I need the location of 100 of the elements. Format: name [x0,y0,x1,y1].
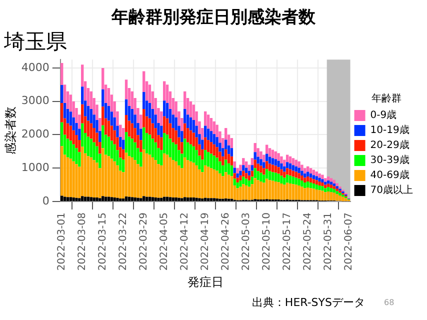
bar [230,165,234,176]
bar [265,154,268,162]
bar [210,154,213,168]
bar [178,198,180,201]
text: 68 [384,298,394,308]
bar [283,178,286,185]
bar [300,164,304,171]
bar [306,166,310,172]
bar [318,181,321,186]
bar [271,150,274,158]
bar [69,126,72,141]
bar [260,151,262,160]
bar [326,176,330,180]
bar [262,182,266,200]
legend-label: 70歳以上 [370,184,414,196]
legend-title: 年齢群 [372,92,402,105]
bar [212,134,216,144]
bar [192,146,195,163]
bar [130,197,134,201]
bar [283,166,286,172]
bar [336,194,338,201]
bar [304,182,306,188]
bar [254,152,256,160]
y-tick-label: 1000 [21,160,50,174]
bar [186,142,190,160]
bar [300,170,304,176]
bar [298,161,300,168]
bar [122,149,125,160]
bar [130,157,134,198]
bar [239,175,242,180]
bar [248,180,251,187]
bar [300,175,304,180]
bar [60,146,64,196]
bar [262,162,266,168]
bar [277,182,280,200]
x-tick-label: 2022-04-19 [200,212,211,271]
bar [130,123,134,139]
bar [254,178,256,200]
bar [107,156,110,197]
bar [189,161,192,198]
bar [134,160,136,198]
bar [309,168,312,174]
bar [189,144,192,162]
x-tick-label: 2022-05-17 [282,212,293,271]
bar [312,175,316,180]
bar [332,189,336,193]
bar [294,166,298,172]
bar [274,172,277,182]
x-tick-label: 2022-05-10 [261,212,272,271]
bar [189,117,192,130]
bar [192,162,195,198]
bar [239,186,242,200]
bar [122,128,125,140]
bar [192,132,195,146]
bar [239,170,242,176]
bar [283,184,286,200]
bar [288,176,292,184]
bar [306,181,310,188]
bar [166,154,169,197]
source-note: 出典：HER-SYSデータ [252,296,365,309]
bar [140,198,142,201]
bar [151,138,154,158]
bar [318,178,321,182]
bar [256,180,260,200]
bar [210,118,213,132]
bar [210,142,213,154]
bar [315,171,318,176]
bar [140,152,142,167]
bar [321,190,324,200]
bar [201,198,204,201]
bar [110,158,113,198]
bar [212,144,216,156]
bar [224,198,228,201]
bar [222,176,224,199]
bar [204,126,207,138]
x-tick-label: 2022-03-15 [97,212,108,271]
bar [306,172,310,176]
bar [271,172,274,181]
bar [298,168,300,174]
bar [160,126,163,138]
bar [288,183,292,200]
bar [113,161,116,198]
bar [66,157,70,198]
bar [268,171,272,180]
bar [274,166,277,173]
bar [321,174,324,180]
bar [78,152,81,167]
bar [268,156,272,164]
bar [183,157,186,198]
x-tick-label: 2022-03-29 [138,212,150,271]
bar [189,197,192,201]
bar [218,173,222,199]
bar [160,137,163,150]
bar [189,101,192,118]
bar [72,197,75,201]
bar [216,147,218,158]
bar [210,198,213,201]
bar [172,197,174,201]
bar [304,178,306,182]
bar [239,180,242,187]
